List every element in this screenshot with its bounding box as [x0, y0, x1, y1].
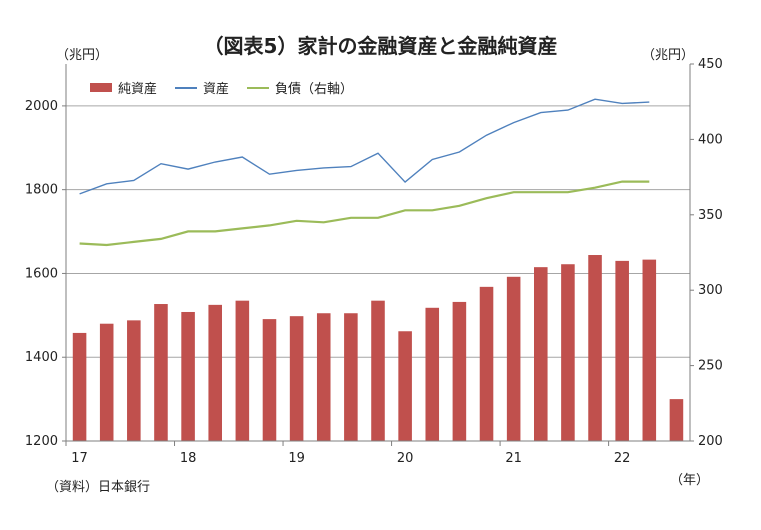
liabilities-line — [79, 180, 650, 247]
net-assets-bar — [127, 320, 141, 441]
net-assets-bar — [181, 311, 195, 441]
net-assets-bar — [99, 323, 114, 441]
net-assets-bars — [72, 255, 684, 441]
net-assets-bar — [425, 307, 440, 441]
net-assets-bar — [452, 301, 467, 441]
legend-label-net-assets: 純資産 — [118, 82, 158, 97]
net-assets-bar — [479, 286, 494, 441]
left-tick-label: 1800 — [25, 183, 58, 198]
net-assets-bar — [289, 316, 304, 441]
net-assets-bar — [588, 255, 602, 441]
right-tick-label: 400 — [698, 132, 723, 147]
legend-label-liabilities: 負債（右軸） — [275, 82, 354, 97]
x-tick-label: 19 — [288, 451, 305, 466]
left-tick-label: 1400 — [25, 350, 58, 365]
tick-labels: 1200 1400 1600 1800 2000 200 250 300 350 400 450 17… — [25, 57, 723, 466]
left-axis-unit: （兆円） — [56, 48, 109, 63]
net-assets-bar — [72, 332, 87, 441]
legend-item-liabilities: 負債（右軸） — [247, 78, 353, 97]
legend-item-net-assets: 純資産 — [90, 78, 157, 97]
net-assets-bar — [534, 267, 548, 441]
legend: 純資産 資産 負債（右軸） — [90, 78, 371, 97]
x-tick-label: 17 — [71, 451, 88, 466]
right-axis-unit: （兆円） — [642, 48, 695, 63]
axes — [65, 64, 691, 442]
net-assets-bar — [262, 319, 277, 441]
line-series — [79, 98, 650, 247]
net-assets-bar — [316, 313, 331, 441]
x-tick-label: 18 — [180, 451, 197, 466]
x-tick-label: 20 — [397, 451, 414, 466]
right-tick-label: 200 — [698, 434, 723, 449]
legend-swatch-liabilities — [247, 86, 270, 89]
right-tick-label: 450 — [698, 57, 723, 72]
net-assets-bar — [615, 260, 629, 441]
net-assets-bar — [669, 399, 684, 441]
left-tick-label: 1200 — [25, 434, 58, 449]
net-assets-bar — [561, 264, 575, 441]
right-tick-label: 250 — [698, 359, 723, 374]
assets-line — [79, 98, 650, 195]
net-assets-bar — [235, 300, 250, 441]
net-assets-bar — [371, 300, 385, 441]
net-assets-bar — [398, 331, 412, 441]
right-tick-label: 300 — [698, 283, 723, 298]
legend-item-assets: 資産 — [175, 78, 229, 97]
net-assets-bar — [506, 276, 521, 441]
x-tick-label: 22 — [614, 451, 631, 466]
left-tick-label: 2000 — [25, 99, 58, 114]
legend-swatch-assets — [175, 86, 198, 89]
x-axis-unit: （年） — [670, 473, 710, 488]
legend-swatch-net-assets — [90, 83, 112, 92]
net-assets-bar — [344, 313, 358, 441]
net-assets-bar — [208, 304, 222, 441]
legend-label-assets: 資産 — [203, 82, 230, 97]
left-tick-label: 1600 — [25, 266, 58, 281]
source-note: （資料）日本銀行 — [46, 480, 151, 495]
chart-title: （図表5）家計の金融資産と金融純資産 — [203, 34, 558, 58]
net-assets-bar — [154, 304, 168, 441]
right-tick-label: 350 — [698, 208, 723, 223]
net-assets-bar — [642, 259, 657, 441]
x-tick-label: 21 — [505, 451, 522, 466]
